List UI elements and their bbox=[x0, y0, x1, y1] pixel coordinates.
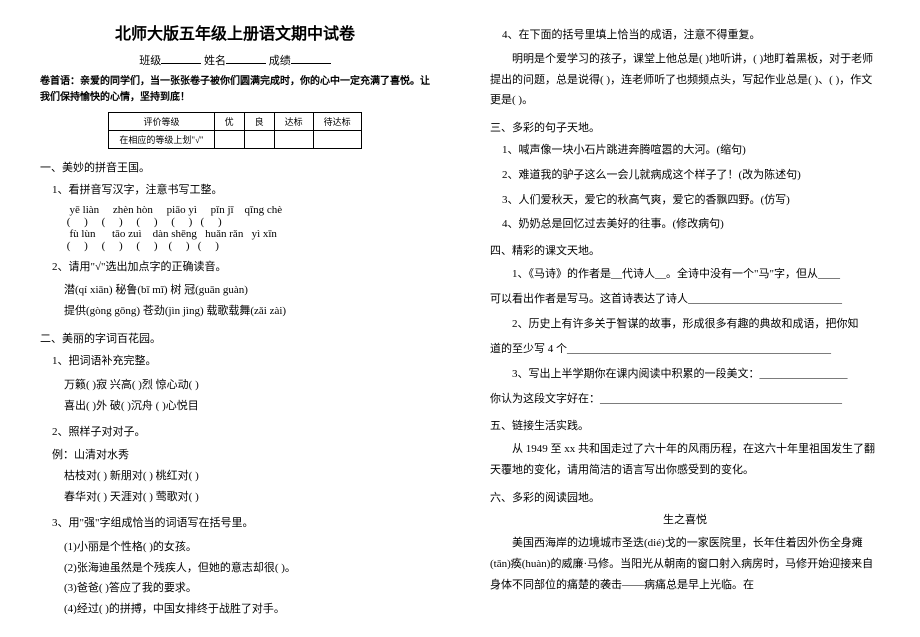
s2-i3: 3、用"强"字组成恰当的词语写在括号里。 bbox=[52, 514, 430, 533]
r-i3b: 2、难道我的驴子这么一会儿就病成这个样子了！(改为陈述句) bbox=[502, 166, 880, 185]
gh-3: 达标 bbox=[274, 113, 313, 131]
section-5: 五、链接生活实践。 bbox=[490, 417, 880, 433]
pinyin-row-1: yē liàn zhèn hòn piāo yì pǐn jī qīng chè bbox=[64, 204, 430, 216]
s2-l1a: 万籁( )寂 兴高( )烈 惊心动( ) bbox=[64, 375, 430, 396]
s1-l2b: 提供(gòng gōng) 苍劲(jìn jìng) 载歌载舞(zǎi zài) bbox=[64, 301, 430, 322]
class-label: 班级 bbox=[139, 55, 161, 67]
s2-ex: 例：山清对水秀 bbox=[52, 445, 430, 466]
gh-4: 待达标 bbox=[313, 113, 361, 131]
gh-1: 优 bbox=[214, 113, 244, 131]
story-body: 美国西海岸的边境城市圣迭(dié)戈的一家医院里，长年住着因外伤全身瘫(tān)… bbox=[490, 533, 880, 596]
s2-l1b: 喜出( )外 破( )沉舟 ( )心悦目 bbox=[64, 396, 430, 417]
s1-i2: 2、请用"√"选出加点字的正确读音。 bbox=[52, 258, 430, 277]
r-i4c2: 你认为这段文字好在：______________________________… bbox=[490, 389, 880, 410]
s2-i2: 2、照样子对对子。 bbox=[52, 423, 430, 442]
r-i3a: 1、喊声像一块小石片跳进奔腾喧嚣的大河。(缩句) bbox=[502, 141, 880, 160]
s2-l2b: 春华对( ) 天涯对( ) 莺歌对( ) bbox=[64, 487, 430, 508]
section-4: 四、精彩的课文天地。 bbox=[490, 242, 880, 258]
s2-l3b: (2)张海迪虽然是个残疾人，但她的意志却很( )。 bbox=[64, 558, 430, 579]
s2-i1: 1、把词语补充完整。 bbox=[52, 352, 430, 371]
r-i4b: 2、历史上有许多关于智谋的故事，形成很多有趣的典故和成语，把你知 bbox=[490, 314, 880, 335]
gr2: 在相应的等级上划"√" bbox=[109, 131, 214, 149]
s1-l2a: 潜(qí xiān) 秘鲁(bī mī) 树 冠(guān guàn) bbox=[64, 280, 430, 301]
s2-l2a: 枯枝对( ) 新朋对( ) 桃红对( ) bbox=[64, 466, 430, 487]
grade-table: 评价等级 优 良 达标 待达标 在相应的等级上划"√" bbox=[108, 112, 361, 149]
section-6: 六、多彩的阅读园地。 bbox=[490, 489, 880, 505]
r-i4a-post: 可以看出作者是写马。这首诗表达了诗人______________________… bbox=[490, 289, 880, 310]
section-1: 一、美妙的拼音王国。 bbox=[40, 159, 430, 175]
gh-2: 良 bbox=[244, 113, 274, 131]
section-3: 三、多彩的句子天地。 bbox=[490, 119, 880, 135]
section-2: 二、美丽的字词百花园。 bbox=[40, 330, 430, 346]
r-i4c: 3、写出上半学期你在课内阅读中积累的一段美文：________________ bbox=[490, 364, 880, 385]
intro-text: 卷首语：亲爱的同学们，当一张张卷子被你们圆满完成时，你的心中一定充满了喜悦。让我… bbox=[40, 74, 430, 106]
pinyin-row-2: fù lùn tāo zuì dàn shēng huǎn rǎn yì xīn bbox=[64, 228, 430, 240]
story-title: 生之喜悦 bbox=[490, 511, 880, 527]
r-i3c: 3、人们爱秋天，爱它的秋高气爽，爱它的香飘四野。(仿写) bbox=[502, 191, 880, 210]
s2-l3a: (1)小丽是个性格( )的女孩。 bbox=[64, 537, 430, 558]
gh-0: 评价等级 bbox=[109, 113, 214, 131]
paren-row-2: ( ) ( ) ( ) ( ) ( ) bbox=[64, 240, 430, 252]
s1-i1: 1、看拼音写汉字，注意书写工整。 bbox=[52, 181, 430, 200]
s2-l3d: (4)经过( )的拼搏，中国女排终于战胜了对手。 bbox=[64, 599, 430, 620]
r-i4: 4、在下面的括号里填上恰当的成语，注意不得重复。 bbox=[502, 26, 880, 45]
right-column: 4、在下面的括号里填上恰当的成语，注意不得重复。 明明是个爱学习的孩子，课堂上他… bbox=[460, 0, 920, 637]
paren-row-1: ( ) ( ) ( ) ( ) ( ) bbox=[64, 216, 430, 228]
r-p4: 明明是个爱学习的孩子，课堂上他总是( )地听讲，( )地盯着黑板，对于老师提出的… bbox=[490, 49, 880, 112]
s2-l3c: (3)爸爸( )答应了我的要求。 bbox=[64, 578, 430, 599]
exam-title: 北师大版五年级上册语文期中试卷 bbox=[40, 20, 430, 44]
r-p5: 从 1949 至 xx 共和国走过了六十年的风雨历程，在这六十年里祖国发生了翻天… bbox=[490, 439, 880, 481]
r-i4a-pre: 1、《马诗》的作者是__代诗人__。全诗中没有一个"马"字，但从____ bbox=[490, 264, 880, 285]
left-column: 北师大版五年级上册语文期中试卷 班级 姓名 成绩 卷首语：亲爱的同学们，当一张张… bbox=[0, 0, 460, 637]
r-i4b2: 道的至少写 4 个_______________________________… bbox=[490, 339, 880, 360]
student-info-line: 班级 姓名 成绩 bbox=[40, 52, 430, 68]
r-i3d: 4、奶奶总是回忆过去美好的往事。(修改病句) bbox=[502, 215, 880, 234]
name-label: 姓名 bbox=[204, 55, 226, 67]
score-label: 成绩 bbox=[269, 55, 291, 67]
